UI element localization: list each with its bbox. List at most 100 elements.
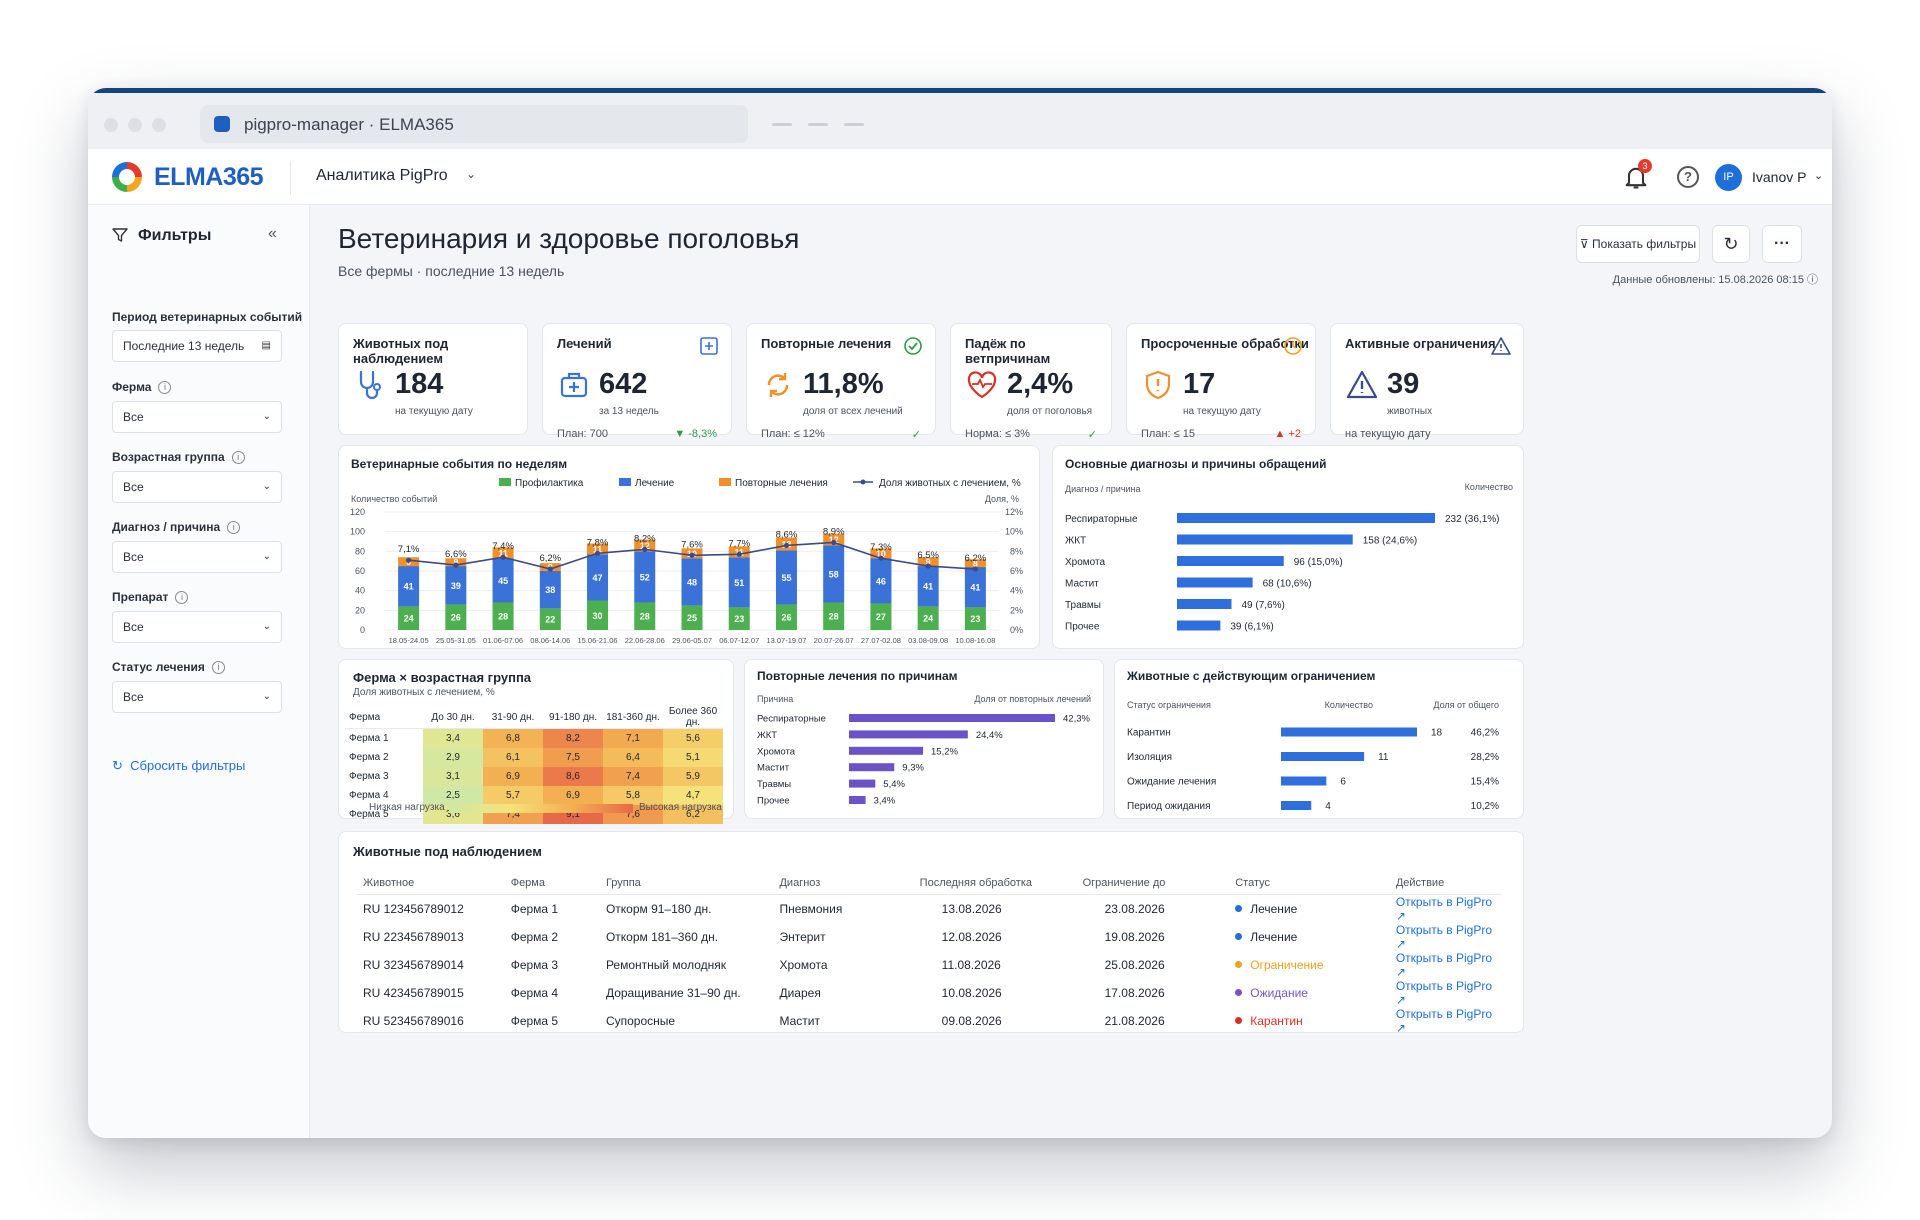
bar-value-label: 30 — [593, 611, 603, 621]
bar-value-label: 42,3% — [1063, 714, 1090, 725]
refresh-icon: ↻ — [1723, 234, 1739, 254]
x-tick-label: 13.07-19.07 — [766, 636, 806, 645]
status-cell: Ограничение — [1229, 951, 1390, 979]
kpi-card-restrictions[interactable]: Активные ограничения 39 животных на теку… — [1330, 323, 1524, 440]
bar-value-label: 49 (7,6%) — [1241, 600, 1284, 611]
table-row[interactable]: RU 423456789015 Ферма 4 Доращивание 31–90 … — [357, 979, 1502, 1007]
show-filters-button[interactable]: ⊽ Показать фильтры — [1576, 225, 1700, 263]
table-row[interactable]: RU 323456789014 Ферма 3 Ремонтный молодняк… — [357, 951, 1502, 979]
reset-filters-button[interactable]: ↻ Сбросить фильтры — [112, 758, 245, 774]
bar — [849, 714, 1055, 722]
bar-value-label: 28 — [829, 612, 839, 622]
table-column-header[interactable]: Действие — [1389, 872, 1502, 895]
kpi-title: Просроченные обработки — [1141, 336, 1309, 351]
kpi-card-repeat[interactable]: Повторные лечения 11,8% доля от всех леч… — [746, 323, 936, 441]
age-select[interactable]: Все ⌄ — [112, 471, 282, 503]
external-link-icon[interactable]: ↗ — [1395, 964, 1406, 979]
table-column-header[interactable]: Группа — [599, 872, 774, 895]
table-column-header[interactable]: Последняя обработка — [913, 872, 1077, 895]
table-column-header[interactable]: Животное — [357, 872, 505, 895]
bar-value-label: 11 — [593, 544, 603, 554]
kpi-sub: доля от поголовья — [1007, 406, 1093, 417]
diagnoses-chart: Основные диагнозы и причины обращений Диа… — [1065, 457, 1513, 633]
bar — [1177, 599, 1232, 609]
bar-segment — [492, 602, 514, 630]
external-link-icon[interactable]: ↗ — [1395, 936, 1406, 951]
table-row[interactable]: RU 223456789013 Ферма 2 Откорм 181–360 дн.… — [357, 923, 1502, 951]
open-in-pigpro-link[interactable]: Открыть в PigPro — [1395, 1006, 1493, 1021]
open-in-pigpro-link[interactable]: Открыть в PigPro — [1395, 894, 1493, 909]
info-icon[interactable]: ⓘ — [1807, 274, 1818, 286]
status-cell: Ожидание — [1229, 979, 1390, 1007]
chevron-down-icon[interactable]: ⌄ — [1814, 170, 1824, 182]
table-column-header[interactable]: Диагноз — [773, 872, 914, 895]
kpi-card-mortality[interactable]: Падёж по ветпричинам 2,4% доля от поголо… — [950, 323, 1112, 441]
bar — [849, 746, 924, 755]
heatmap-column-header: 181-360 дн. — [603, 706, 663, 729]
heart-pulse-icon — [967, 371, 997, 399]
action-cell: Открыть в PigPro ↗ — [1390, 1007, 1502, 1035]
window-close-dot[interactable] — [104, 118, 118, 132]
bar-segment — [681, 558, 703, 606]
refresh-button[interactable]: ↻ — [1712, 225, 1750, 263]
window-minimize-dot[interactable] — [128, 118, 142, 132]
restriction-until-cell: 25.08.2026 — [1104, 957, 1165, 972]
heatmap-cell: 5,7 — [483, 785, 543, 805]
table-column-header[interactable]: Ферма — [504, 872, 600, 895]
kpi-card-observed[interactable]: Животных под наблюдением 184 на текущую … — [338, 323, 528, 435]
external-link-icon[interactable]: ↗ — [1395, 1020, 1406, 1035]
bar-value-label: 10 — [876, 549, 886, 559]
chevron-down-icon[interactable]: ⌄ — [466, 167, 477, 181]
help-icon[interactable]: ? — [1677, 166, 1699, 188]
info-icon[interactable]: i — [175, 591, 189, 604]
category-label: ЖКТ — [757, 730, 777, 741]
bar-segment — [634, 539, 656, 552]
info-icon[interactable]: i — [227, 521, 241, 534]
info-icon[interactable]: i — [158, 381, 172, 394]
period-select[interactable]: Последние 13 недель ▤ — [112, 330, 282, 362]
info-icon[interactable]: i — [211, 661, 225, 674]
heatmap-cell: 3,4 — [423, 728, 483, 748]
user-name[interactable]: Ivanov P — [1752, 169, 1807, 185]
window-maximize-dot[interactable] — [152, 118, 166, 132]
status-select[interactable]: Все ⌄ — [112, 681, 282, 713]
logo-text[interactable]: ELMA365 — [154, 163, 264, 191]
share-label: 6,2% — [965, 553, 987, 564]
share-label: 6,2% — [539, 553, 561, 564]
farm-select[interactable]: Все ⌄ — [112, 401, 282, 433]
diagnosis-select[interactable]: Все ⌄ — [112, 541, 282, 573]
external-link-icon[interactable]: ↗ — [1395, 992, 1406, 1007]
kpi-card-overdue[interactable]: Просроченные обработки 17 на текущую дат… — [1126, 323, 1316, 440]
external-link-icon[interactable]: ↗ — [1395, 908, 1406, 923]
add-icon[interactable] — [699, 336, 719, 356]
table-column-header[interactable]: Ограничение до — [1076, 872, 1230, 895]
table-row[interactable]: RU 123456789012 Ферма 1 Откорм 91–180 дн. П… — [357, 894, 1502, 923]
open-in-pigpro-link[interactable]: Открыть в PigPro — [1395, 950, 1493, 965]
avatar[interactable]: IP — [1715, 164, 1742, 191]
category-label: Мастит — [1065, 579, 1099, 590]
table-column-header[interactable]: Статус — [1229, 872, 1390, 895]
app-switcher[interactable]: Аналитика PigPro — [316, 167, 448, 184]
info-icon[interactable]: i — [231, 451, 245, 464]
animal-id-cell: RU 423456789015 — [363, 985, 464, 1000]
open-in-pigpro-link[interactable]: Открыть в PigPro — [1395, 922, 1493, 937]
browser-tab[interactable]: pigpro-manager · ELMA365 — [200, 105, 748, 143]
more-actions-button[interactable]: ··· — [1762, 225, 1802, 263]
status-badge: Ожидание — [1250, 985, 1308, 1000]
window-accent-line — [88, 88, 1832, 93]
elma-logo-icon[interactable] — [112, 162, 142, 192]
drug-select[interactable]: Все ⌄ — [112, 611, 282, 643]
group-cell: Откорм 181–360 дн. — [605, 929, 719, 944]
diagnosis-cell: Хромота — [779, 957, 828, 972]
main-content: Ветеринария и здоровье поголовья Все фер… — [310, 205, 1832, 1138]
collapse-sidebar-icon[interactable]: « — [268, 225, 277, 242]
open-in-pigpro-link[interactable]: Открыть в PigPro — [1395, 978, 1493, 993]
kpi-card-treatments[interactable]: Лечений 642 за 13 недель План: 700 ▼ -8,… — [542, 323, 732, 440]
share-label: 7,3% — [870, 542, 892, 553]
bar — [1177, 556, 1284, 566]
legend-label: Повторные лечения — [735, 478, 828, 489]
x-tick-label: 20.07-26.07 — [814, 636, 854, 645]
x-tick-label: 03.08-09.08 — [908, 636, 948, 645]
table-row[interactable]: RU 523456789016 Ферма 5 Супоросные Мастит 09… — [357, 1007, 1502, 1035]
bar-segment — [917, 566, 939, 607]
